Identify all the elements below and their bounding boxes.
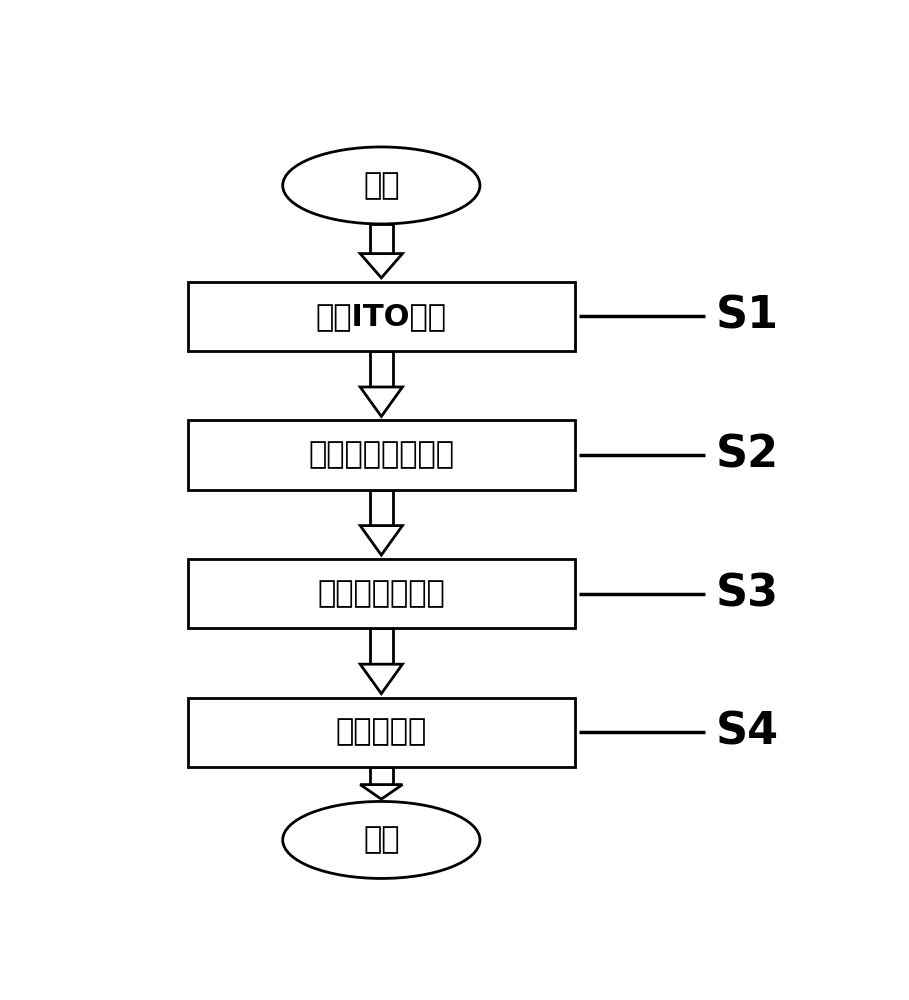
Polygon shape (360, 785, 403, 799)
Text: 形成半导体功能层: 形成半导体功能层 (308, 440, 454, 469)
Bar (187, 559, 575, 628)
Bar (370, 767, 393, 785)
Text: 清洗ITO玻璃: 清洗ITO玻璃 (315, 302, 447, 331)
Text: S3: S3 (716, 572, 779, 615)
Polygon shape (360, 664, 403, 694)
Bar (370, 224, 393, 254)
Text: S2: S2 (716, 433, 779, 476)
Bar (187, 698, 575, 767)
Bar (370, 628, 393, 664)
Polygon shape (360, 526, 403, 555)
Text: S4: S4 (716, 711, 779, 754)
Polygon shape (360, 387, 403, 416)
Bar (370, 351, 393, 387)
Text: 开始: 开始 (363, 171, 400, 200)
Bar (370, 490, 393, 526)
Text: S1: S1 (716, 295, 779, 338)
Bar (187, 420, 575, 490)
Ellipse shape (283, 147, 480, 224)
Polygon shape (360, 254, 403, 278)
Bar (187, 282, 575, 351)
Ellipse shape (283, 801, 480, 878)
Text: 形成顶电极: 形成顶电极 (335, 718, 427, 747)
Text: 结束: 结束 (363, 825, 400, 854)
Text: 形成离子供应层: 形成离子供应层 (317, 579, 445, 608)
